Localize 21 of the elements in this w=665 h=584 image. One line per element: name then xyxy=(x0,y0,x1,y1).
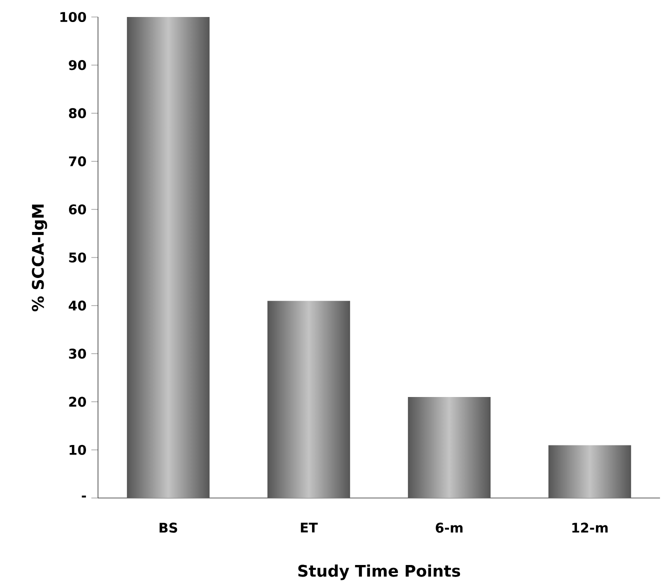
x-tick-label: 12-m xyxy=(572,522,608,533)
y-tick-label: 20 xyxy=(69,396,86,407)
y-tick-label: 90 xyxy=(68,60,86,70)
bar xyxy=(408,396,491,498)
y-tick-label: 60 xyxy=(68,204,86,214)
bar xyxy=(267,300,350,498)
y-axis-title: % SCCA-IgM xyxy=(32,204,48,312)
y-tick-label: 80 xyxy=(68,108,86,118)
bar xyxy=(548,445,632,498)
y-tick-label: 10 xyxy=(70,444,86,455)
x-tick-label: 6-m xyxy=(436,522,463,533)
x-axis-title: Study Time Points xyxy=(298,564,460,580)
y-tick-label: 100 xyxy=(60,12,86,22)
y-tick-label: 70 xyxy=(69,156,86,166)
x-tick-label: ET xyxy=(300,522,318,532)
y-tick-label: - xyxy=(82,496,86,498)
y-tick-label: 30 xyxy=(69,348,86,359)
y-tick-label: 40 xyxy=(68,300,86,311)
bar xyxy=(126,16,210,498)
x-tick-label: BS xyxy=(160,522,178,533)
y-tick-label: 50 xyxy=(69,252,86,263)
